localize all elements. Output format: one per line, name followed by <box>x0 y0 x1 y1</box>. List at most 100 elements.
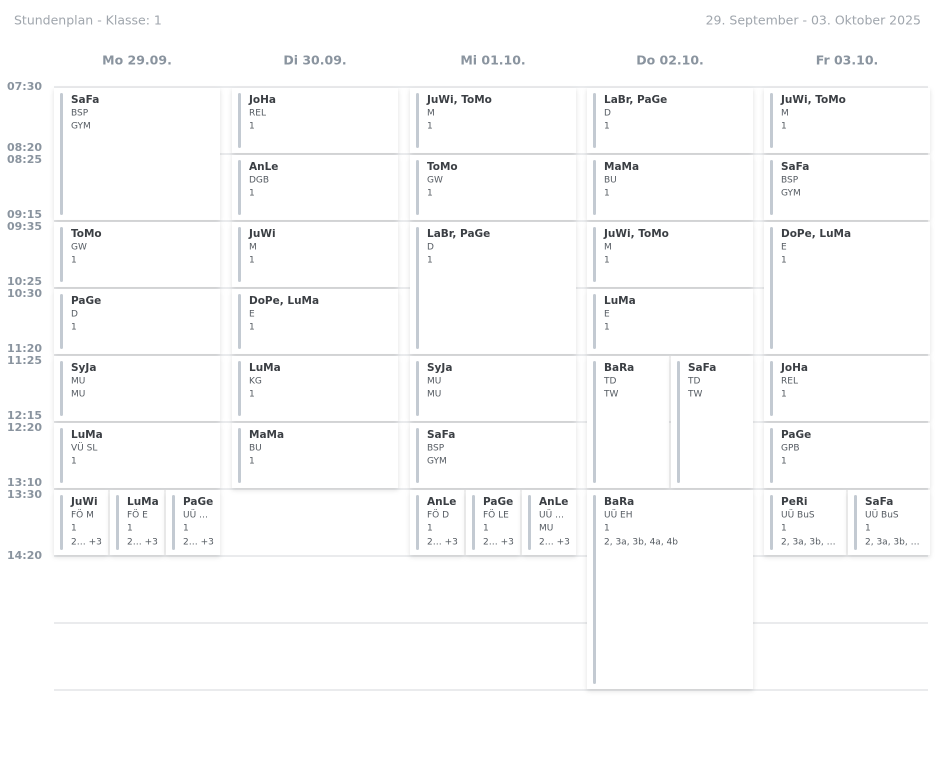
lesson-card <box>54 289 220 354</box>
lesson: AnLe FÖ D 1 2… +3 <box>410 490 464 555</box>
lesson: ToMo GW 1 <box>54 222 220 287</box>
lesson-bar <box>238 294 241 349</box>
lesson: AnLe DGB 1 <box>232 155 398 220</box>
lesson-subject: BU <box>249 444 262 454</box>
lesson-teacher: PaGe <box>71 295 101 307</box>
lesson-teacher: PeRi <box>781 496 808 508</box>
lesson-card <box>232 222 398 287</box>
lesson-teacher: JuWi, ToMo <box>426 94 492 106</box>
lesson-room: 1 <box>249 390 255 400</box>
lesson: BaRa UÜ EH 1 2, 3a, 3b, 4a, 4b <box>587 490 753 689</box>
lesson-bar <box>854 495 857 550</box>
lesson-classes: 2… +3 <box>127 538 158 548</box>
lesson-room: 1 <box>249 256 255 266</box>
lesson-card <box>587 88 753 153</box>
lesson: LuMa E 1 <box>587 289 753 354</box>
lesson-bar <box>60 361 63 416</box>
lesson-subject: GPB <box>781 444 800 454</box>
lesson-room: 1 <box>781 390 787 400</box>
lesson-classes: 2… +3 <box>539 538 570 548</box>
lesson: PaGe GPB 1 <box>764 423 930 488</box>
lesson-subject: FÖ E <box>127 510 148 521</box>
lesson-bar <box>472 495 475 550</box>
time-label: 11:25 <box>7 354 42 367</box>
lesson-subject: MU <box>71 377 85 387</box>
lesson-bar <box>60 93 63 215</box>
lesson-card <box>764 490 846 555</box>
lesson-card <box>410 356 576 421</box>
lesson-bar <box>416 160 419 215</box>
time-label: 12:20 <box>7 421 42 434</box>
lesson-card <box>232 356 398 421</box>
lesson: JoHa REL 1 <box>232 88 398 153</box>
lesson-room: TW <box>687 390 702 400</box>
lesson-room: 1 <box>604 256 610 266</box>
lesson-room: 1 <box>604 122 610 132</box>
lesson-teacher: LaBr, PaGe <box>427 228 490 240</box>
lesson-card <box>54 356 220 421</box>
lesson-bar <box>238 93 241 148</box>
lesson-card <box>232 88 398 153</box>
lesson: AnLe UÜ … MU 2… +3 <box>522 490 576 555</box>
time-label: 09:35 <box>7 220 42 233</box>
lesson-bar <box>770 361 773 416</box>
lesson-subject: GW <box>71 243 87 253</box>
lesson-card <box>587 356 669 488</box>
lesson-card <box>587 289 753 354</box>
lesson-bar <box>238 160 241 215</box>
lesson-subject: UÜ BuS <box>865 510 899 521</box>
lesson-bar <box>416 93 419 148</box>
lesson-subject: M <box>427 109 435 119</box>
lesson: JuWi FÖ M 1 2… +3 <box>54 490 108 555</box>
lesson-bar <box>416 428 419 483</box>
lesson-card <box>587 490 753 689</box>
lesson-room: MU <box>427 390 441 400</box>
lesson-bar <box>770 495 773 550</box>
lesson: MaMa BU 1 <box>587 155 753 220</box>
lesson-room: 1 <box>249 122 255 132</box>
lesson-bar <box>172 495 175 550</box>
lesson-room: 1 <box>71 457 77 467</box>
lesson: DoPe, LuMa E 1 <box>232 289 398 354</box>
lesson-subject: VÜ SL <box>71 443 97 454</box>
lesson-bar <box>770 227 773 349</box>
lesson-card <box>410 155 576 220</box>
lesson: PaGe FÖ LE 1 2… +3 <box>466 490 520 555</box>
lesson-room: MU <box>71 390 85 400</box>
lesson-subject: GW <box>427 176 443 186</box>
lesson-card <box>410 222 576 354</box>
lesson: SaFa BSP GYM <box>764 155 930 220</box>
lesson-teacher: LuMa <box>71 429 103 441</box>
lesson-room: 1 <box>427 524 433 534</box>
lesson: DoPe, LuMa E 1 <box>764 222 930 354</box>
lesson-subject: REL <box>781 377 798 387</box>
lesson-bar <box>593 93 596 148</box>
lesson-subject: BSP <box>781 176 799 186</box>
lesson-subject: D <box>427 243 434 253</box>
lesson-subject: MU <box>427 377 441 387</box>
lesson-bar <box>116 495 119 550</box>
lesson: PeRi UÜ BuS 1 2, 3a, 3b, … <box>764 490 846 555</box>
lesson-room: 1 <box>604 189 610 199</box>
time-label: 13:30 <box>7 488 42 501</box>
lesson-room: 1 <box>183 524 189 534</box>
lesson: LaBr, PaGe D 1 <box>587 88 753 153</box>
lesson-teacher: LuMa <box>604 295 636 307</box>
lesson-room: 1 <box>249 189 255 199</box>
lesson-teacher: AnLe <box>539 496 568 508</box>
lesson-teacher: MaMa <box>249 429 284 441</box>
day-header: Fr 03.10. <box>816 53 879 68</box>
lesson-card <box>54 222 220 287</box>
lesson-bar <box>60 227 63 282</box>
lesson-card <box>232 155 398 220</box>
page-title: Stundenplan - Klasse: 1 <box>14 13 162 28</box>
lesson-classes: 2… +3 <box>183 538 214 548</box>
lesson-card <box>54 88 220 220</box>
lesson: PaGe UÜ … 1 2… +3 <box>166 490 220 555</box>
lesson-card <box>54 423 220 488</box>
lesson-bar <box>60 428 63 483</box>
lesson-card <box>764 222 930 354</box>
lesson: JuWi M 1 <box>232 222 398 287</box>
lesson-room: GYM <box>71 122 91 132</box>
lesson-bar <box>593 361 596 483</box>
